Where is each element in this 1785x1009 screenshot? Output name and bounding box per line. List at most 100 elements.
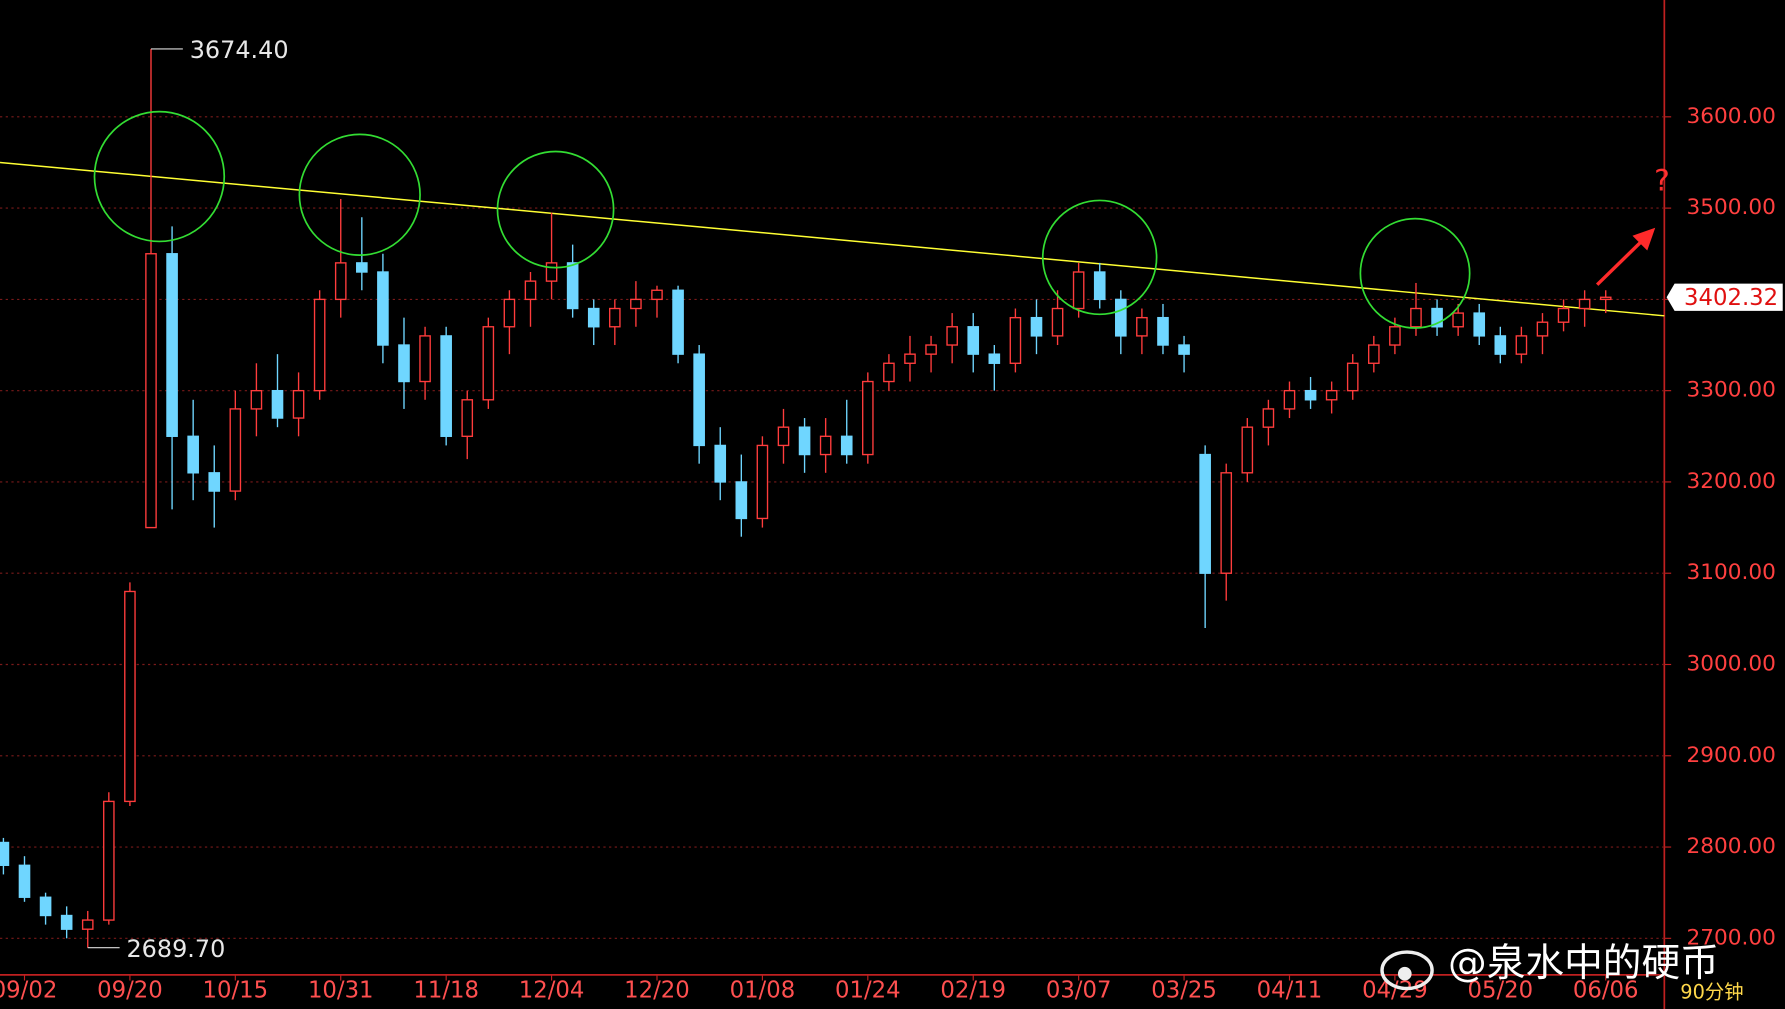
candle-body <box>1515 335 1528 355</box>
candle-body <box>81 919 94 930</box>
candle-body <box>1136 316 1148 337</box>
x-tick-label: 06/06 <box>1573 977 1639 1003</box>
candle-body <box>482 326 495 401</box>
y-tick-label: 3300.00 <box>1686 378 1775 403</box>
candle-body <box>1410 307 1422 328</box>
candle-body <box>1452 312 1464 328</box>
candle-body <box>609 307 621 328</box>
arrow-head <box>1632 227 1656 251</box>
candle-body <box>714 444 727 483</box>
candle-body <box>566 262 579 310</box>
candle-body <box>313 298 326 392</box>
candle-body <box>693 353 705 447</box>
candle-body <box>1030 316 1043 337</box>
candle-body <box>1115 298 1127 337</box>
candle-body <box>840 435 853 456</box>
candle-body <box>166 253 178 437</box>
candle-body <box>1178 344 1190 355</box>
candle-body <box>798 426 811 456</box>
candle-body <box>39 896 52 917</box>
candle-body <box>145 253 157 529</box>
candle-body <box>756 444 769 520</box>
circle <box>1359 217 1471 329</box>
candle-body <box>334 262 347 301</box>
candle-body <box>1578 298 1591 310</box>
candle-body <box>1346 362 1359 392</box>
highlight-circles <box>93 110 1471 329</box>
x-tick-label: 12/20 <box>624 977 690 1003</box>
y-tick-label: 2800.00 <box>1686 834 1775 859</box>
candle-body <box>819 435 832 456</box>
period-label: 90分钟 <box>1680 981 1743 1004</box>
candle-body <box>124 590 136 803</box>
candle-body <box>60 914 73 930</box>
x-tick-label: 05/20 <box>1468 977 1534 1003</box>
price-tag-label: 3402.32 <box>1684 285 1778 311</box>
candle-body <box>440 335 452 437</box>
candle-body <box>630 298 642 310</box>
question-mark: ? <box>1654 164 1670 198</box>
candle-body <box>651 289 663 301</box>
price-tag-box <box>1666 283 1783 311</box>
candle-body <box>672 289 684 355</box>
candle-body <box>1093 271 1106 301</box>
candle-body <box>1220 472 1233 574</box>
candle-body <box>250 389 263 410</box>
arrow-shaft <box>1595 237 1646 286</box>
candle-body <box>271 389 284 419</box>
y-tick-label: 2700.00 <box>1686 925 1775 950</box>
candle-body <box>1051 307 1064 337</box>
y-tick-label: 3500.00 <box>1686 195 1775 220</box>
candle-body <box>1557 307 1570 323</box>
candle-body <box>925 344 937 355</box>
candle-body <box>1199 453 1211 574</box>
annotation-label: 3674.40 <box>190 36 289 64</box>
candle-body <box>1283 389 1296 410</box>
circle <box>496 150 615 269</box>
candle-body <box>904 353 916 364</box>
annotation-label: 2689.70 <box>126 935 225 963</box>
candle-body <box>1473 312 1486 337</box>
candle-body <box>524 280 537 301</box>
x-tick-label: 03/07 <box>1046 977 1112 1003</box>
candle-body <box>1009 316 1022 364</box>
x-tick-label: 02/19 <box>940 977 1006 1003</box>
x-tick-label: 12/04 <box>519 977 585 1003</box>
candle-body <box>967 326 980 355</box>
candle-body <box>946 326 958 346</box>
candle-body <box>356 262 368 273</box>
candle-body <box>1494 335 1507 355</box>
candle-body <box>461 399 474 437</box>
candle-body <box>1431 307 1443 328</box>
candle-body <box>1536 321 1549 337</box>
candle-body <box>1304 389 1317 401</box>
x-tick-label: 03/25 <box>1151 977 1217 1003</box>
x-tick-label: 04/29 <box>1362 977 1428 1003</box>
candle-body <box>1599 296 1612 301</box>
candle-body <box>735 481 748 520</box>
y-tick-label: 3600.00 <box>1686 104 1775 129</box>
candle-body <box>545 262 558 282</box>
y-tick-label: 3100.00 <box>1686 560 1775 585</box>
watermark: @泉水中的硬币 <box>1448 941 1719 986</box>
y-tick-label: 2900.00 <box>1686 743 1775 768</box>
circle <box>1041 199 1158 316</box>
candle-body <box>18 864 31 898</box>
candle-body <box>862 380 874 456</box>
candle-body <box>777 426 790 447</box>
weibo-logo <box>1380 950 1434 991</box>
x-tick-label: 10/31 <box>308 977 374 1003</box>
trendline <box>0 161 1665 317</box>
x-tick-label: 01/24 <box>835 977 901 1003</box>
candle-body <box>208 472 221 492</box>
y-tick-label: 3200.00 <box>1686 469 1775 494</box>
candle-body <box>587 307 600 328</box>
candle-body <box>1389 326 1401 346</box>
candle-body <box>883 362 895 383</box>
candle-body <box>398 344 410 383</box>
logo-dot <box>1397 966 1412 981</box>
candle-body <box>503 298 516 328</box>
candle-body <box>988 353 1001 364</box>
candle-body <box>1368 344 1380 364</box>
